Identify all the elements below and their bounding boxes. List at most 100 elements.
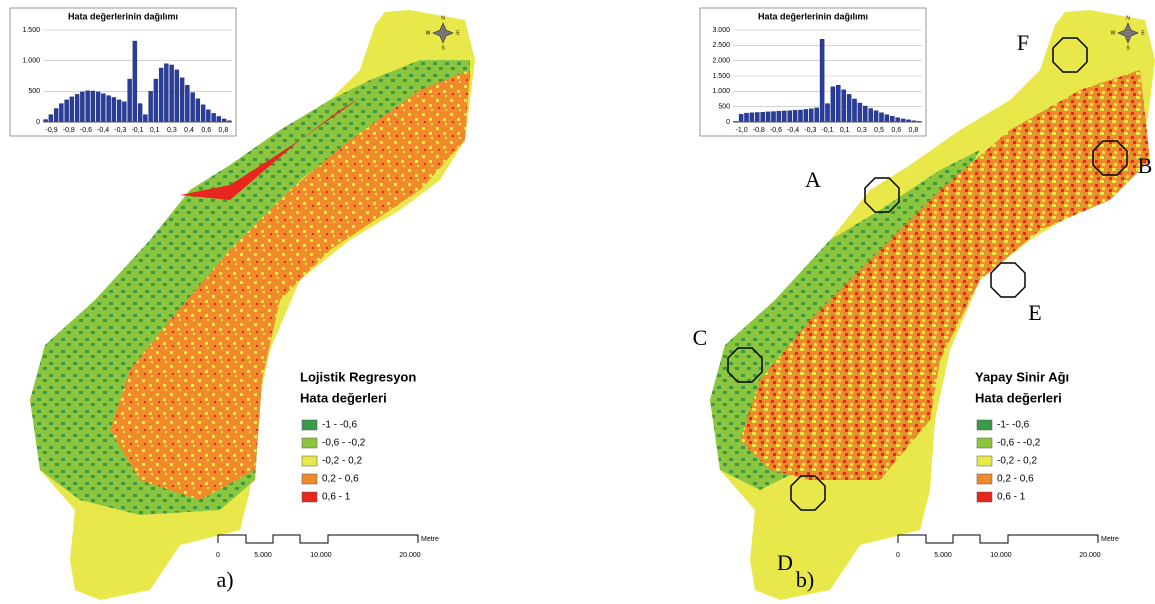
- y-tick-label: 0: [36, 119, 40, 126]
- histogram-bar: [174, 69, 180, 123]
- histogram-bar: [884, 114, 890, 123]
- site-label: C: [693, 325, 708, 350]
- histogram-bar: [211, 113, 216, 123]
- histogram-bar: [143, 114, 148, 123]
- x-tick-label: -0,3: [114, 127, 126, 134]
- scale-bar: [217, 534, 419, 544]
- caption: b): [796, 567, 814, 592]
- y-tick-label: 2.500: [712, 42, 730, 49]
- scale-tick-label: 0: [216, 552, 220, 559]
- site-marker: [864, 177, 900, 213]
- scale-tick-label: 5.000: [934, 552, 952, 559]
- histogram-bar: [755, 112, 760, 123]
- x-tick-label: -0,8: [753, 127, 765, 134]
- scale-tick-label: 10.000: [310, 552, 332, 559]
- x-tick-label: -0,4: [97, 127, 109, 134]
- site-marker: [1052, 37, 1088, 73]
- histogram-bar: [798, 109, 803, 123]
- x-tick-label: 0,1: [150, 127, 160, 134]
- histogram-bar: [85, 90, 90, 123]
- scale-unit: Metre: [1101, 536, 1119, 543]
- y-tick-label: 500: [718, 104, 730, 111]
- legend-swatch: [976, 419, 993, 431]
- histogram-bar: [53, 108, 59, 123]
- histogram-bar: [106, 95, 111, 123]
- y-tick-label: 1.500: [712, 73, 730, 80]
- scale-tick-label: 10.000: [990, 552, 1012, 559]
- histogram-bar: [765, 111, 771, 123]
- y-tick-label: 500: [28, 88, 40, 95]
- histogram-title: Hata değerlerinin dağılımı: [758, 11, 868, 21]
- scale-tick-label: 20.000: [399, 552, 421, 559]
- x-tick-label: -0,1: [131, 127, 143, 134]
- legend-swatch: [301, 455, 318, 467]
- histogram-bar: [74, 94, 80, 123]
- histogram-bar: [169, 64, 174, 123]
- legend-swatch: [976, 473, 993, 485]
- histogram-bar: [846, 94, 852, 123]
- map-b: [710, 10, 1155, 600]
- histogram-bar: [111, 97, 117, 123]
- histogram-bar: [863, 105, 868, 123]
- compass-letter: W: [1111, 30, 1116, 36]
- legend-label: 0,6 - 1: [322, 492, 351, 503]
- legend-label: 0,6 - 1: [997, 492, 1026, 503]
- histogram-title: Hata değerlerinin dağılımı: [68, 11, 178, 21]
- legend-swatch: [301, 491, 318, 503]
- histogram-bar: [744, 112, 749, 123]
- histogram-bar: [101, 93, 106, 123]
- overlay: Hata değerlerinin dağılımı 0 500 1.000 1.500…: [9, 7, 1145, 559]
- histogram-bar: [857, 102, 863, 123]
- histogram-bar: [153, 78, 159, 123]
- histogram-bar: [792, 110, 798, 123]
- histogram-bar: [59, 103, 64, 123]
- histogram-bar: [216, 116, 222, 123]
- histogram-bar: [776, 111, 782, 123]
- histogram-bar: [158, 67, 164, 123]
- scale-tick-label: 0: [896, 552, 900, 559]
- site-marker: [990, 262, 1026, 298]
- histogram-bar: [48, 114, 54, 123]
- legend-label: -0,2 - 0,2: [322, 456, 362, 467]
- y-tick-label: 0: [726, 119, 730, 126]
- compass-letter: N: [441, 15, 445, 21]
- x-tick-label: -1,0: [736, 127, 748, 134]
- x-tick-label: -0,8: [63, 127, 75, 134]
- histogram-bar: [179, 77, 185, 123]
- histogram-bar: [825, 103, 830, 123]
- histogram-bar: [868, 108, 873, 123]
- legend-title: Lojistik Regresyon: [300, 369, 416, 384]
- compass-letter: E: [456, 30, 460, 36]
- y-tick-label: 1.000: [22, 58, 40, 65]
- y-tick-label: 1.500: [22, 27, 40, 34]
- x-tick-label: 0,1: [840, 127, 850, 134]
- histogram-bar: [738, 114, 744, 123]
- histogram-bar: [137, 103, 143, 123]
- site-marker: [727, 347, 763, 383]
- histogram-bar: [895, 117, 900, 123]
- site-label: F: [1017, 30, 1029, 55]
- compass-rose: [1117, 22, 1139, 44]
- histogram-bar: [200, 104, 206, 123]
- scale-tick-label: 20.000: [1079, 552, 1101, 559]
- x-tick-label: 0,8: [909, 127, 919, 134]
- histogram-bar: [122, 101, 127, 123]
- scale-tick-label: 5.000: [254, 552, 272, 559]
- site-label: D: [777, 550, 793, 575]
- histogram-bar: [148, 91, 153, 123]
- legend-swatch: [301, 437, 318, 449]
- histogram-bar: [841, 89, 846, 123]
- compass-letter: S: [1126, 45, 1130, 51]
- map-a: [30, 10, 475, 600]
- legend-swatch: [976, 437, 993, 449]
- histogram-bar: [819, 39, 825, 123]
- legend-subtitle: Hata değerleri: [975, 390, 1062, 405]
- site-markers: [727, 37, 1128, 511]
- site-label: A: [805, 167, 821, 192]
- y-tick-label: 2.000: [712, 58, 730, 65]
- legend-label: 0,2 - 0,6: [997, 474, 1034, 485]
- histogram-bar: [879, 112, 884, 123]
- compass-rose: [432, 22, 454, 44]
- site-marker: [790, 475, 826, 511]
